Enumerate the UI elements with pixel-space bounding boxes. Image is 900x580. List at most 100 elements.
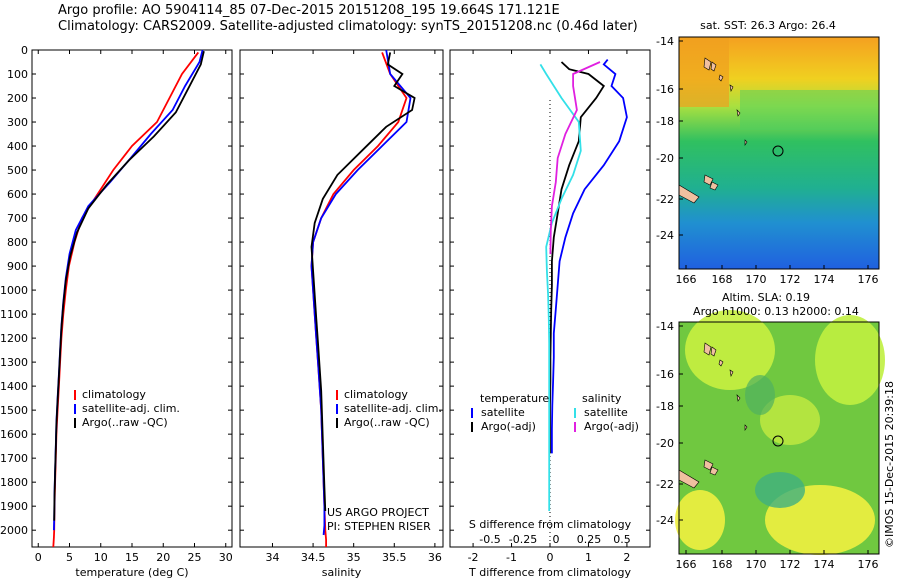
map-x-tick-label: 176 xyxy=(858,558,879,571)
chart-panel-0: 0100200300400500600700800900100011001200… xyxy=(0,44,233,579)
x-axis-label: temperature (deg C) xyxy=(75,566,188,579)
sla-map xyxy=(675,310,885,555)
x-tick-label: -2 xyxy=(468,551,479,564)
map-y-tick-label: -14 xyxy=(656,35,674,48)
y-tick-label: 100 xyxy=(7,68,28,81)
series-line-salinity-satellite xyxy=(539,63,582,511)
y-tick-label: 300 xyxy=(7,116,28,129)
sst-map-title: sat. SST: 26.3 Argo: 26.4 xyxy=(700,19,836,32)
sst-warm-patch xyxy=(679,37,729,107)
x-tick-label: 30 xyxy=(219,551,233,564)
map-y-tick-label: -22 xyxy=(656,478,674,491)
s-tick-label: -0.5 xyxy=(479,533,500,546)
map-x-tick-label: 170 xyxy=(746,273,767,286)
y-tick-label: 2000 xyxy=(0,524,28,537)
y-tick-label: 1600 xyxy=(0,428,28,441)
map-x-tick-label: 166 xyxy=(676,273,697,286)
x-tick-label: 5 xyxy=(66,551,73,564)
y-tick-label: 1300 xyxy=(0,356,28,369)
y-tick-label: 700 xyxy=(7,212,28,225)
y-tick-label: 800 xyxy=(7,236,28,249)
series-line-salinity-argo-adj- xyxy=(549,61,601,255)
map-x-tick-label: 174 xyxy=(814,558,835,571)
legend-label: Argo(-adj) xyxy=(584,420,639,433)
x-tick-label: 1 xyxy=(585,551,592,564)
legend-label: satellite-adj. clim. xyxy=(82,402,180,415)
y-tick-label: 1100 xyxy=(0,308,28,321)
x-tick-label: 0 xyxy=(547,551,554,564)
map-y-tick-label: -18 xyxy=(656,115,674,128)
pi-annotation: US ARGO PROJECT xyxy=(327,506,429,519)
x-tick-label: 35 xyxy=(347,551,361,564)
map-y-tick-label: -22 xyxy=(656,193,674,206)
x-tick-label: -1 xyxy=(506,551,517,564)
x-tick-label: 20 xyxy=(156,551,170,564)
legend-title-salinity: salinity xyxy=(582,392,622,405)
sst-green-band xyxy=(740,90,879,130)
y-tick-label: 1200 xyxy=(0,332,28,345)
y-tick-label: 1800 xyxy=(0,476,28,489)
x-tick-label: 35.5 xyxy=(382,551,407,564)
x-tick-label: 34 xyxy=(265,551,279,564)
sla-map-title-1: Altim. SLA: 0.19 xyxy=(722,291,810,304)
x-tick-label: 36 xyxy=(428,551,442,564)
map-x-tick-label: 174 xyxy=(814,273,835,286)
plot-frame xyxy=(239,49,444,548)
x-tick-label: 25 xyxy=(188,551,202,564)
y-tick-label: 600 xyxy=(7,188,28,201)
legend-label: satellite xyxy=(584,406,628,419)
map-y-tick-label: -20 xyxy=(656,152,674,165)
s-tick-label: -0.25 xyxy=(509,533,537,546)
x-tick-label: 10 xyxy=(94,551,108,564)
series-line-argo-raw-qc- xyxy=(310,52,416,512)
legend-label: climatology xyxy=(344,388,408,401)
argo-location-marker-bottom xyxy=(772,435,784,447)
x-tick-label: 2 xyxy=(623,551,630,564)
credit-text: ©IMOS 15-Dec-2015 20:39:18 xyxy=(883,381,896,548)
series-line-temperature-satellite xyxy=(551,59,628,454)
y-tick-label: 1700 xyxy=(0,452,28,465)
map-x-tick-label: 166 xyxy=(676,558,697,571)
x-axis-label: T difference from climatology xyxy=(468,566,631,579)
map-x-tick-label: 172 xyxy=(780,558,801,571)
legend-label: satellite-adj. clim. xyxy=(344,402,442,415)
x-tick-label: 15 xyxy=(125,551,139,564)
map-y-tick-label: -24 xyxy=(656,514,674,527)
y-tick-label: 900 xyxy=(7,260,28,273)
legend-label: climatology xyxy=(82,388,146,401)
map-y-tick-label: -24 xyxy=(656,229,674,242)
x-tick-label: 34.5 xyxy=(301,551,326,564)
page-title-line1: Argo profile: AO 5904114_85 07-Dec-2015 … xyxy=(58,3,560,18)
y-tick-label: 200 xyxy=(7,92,28,105)
series-line-temperature-argo-adj- xyxy=(549,61,605,454)
x-axis-label: salinity xyxy=(322,566,362,579)
series-line-argo-raw-qc- xyxy=(53,50,205,521)
map-x-tick-label: 170 xyxy=(746,558,767,571)
y-tick-label: 0 xyxy=(21,44,28,57)
sst-map xyxy=(678,36,880,270)
legend-label: Argo(..raw -QC) xyxy=(344,416,430,429)
y-tick-label: 400 xyxy=(7,140,28,153)
legend-title-temperature: temperature xyxy=(480,392,549,405)
x-tick-label: 0 xyxy=(35,551,42,564)
map-y-tick-label: -14 xyxy=(656,320,674,333)
s-tick-label: 0.25 xyxy=(577,533,602,546)
s-tick-label: 0.5 xyxy=(613,533,631,546)
map-y-tick-label: -18 xyxy=(656,400,674,413)
page-title-line2: Climatology: CARS2009. Satellite-adjuste… xyxy=(58,19,638,34)
argo-location-marker-top xyxy=(772,145,784,157)
plot-frame xyxy=(31,49,233,548)
sla-map-title-2: Argo h1000: 0.13 h2000: 0.14 xyxy=(693,305,859,318)
map-x-tick-label: 172 xyxy=(780,273,801,286)
s-tick-label: 0 xyxy=(553,533,560,546)
legend-label: Argo(..raw -QC) xyxy=(82,416,168,429)
y-tick-label: 1000 xyxy=(0,284,28,297)
pi-annotation: PI: STEPHEN RISER xyxy=(327,520,431,533)
map-y-tick-label: -16 xyxy=(656,368,674,381)
legend-label: Argo(-adj) xyxy=(481,420,536,433)
y-tick-label: 1500 xyxy=(0,404,28,417)
map-x-tick-label: 168 xyxy=(712,273,733,286)
map-y-tick-label: -16 xyxy=(656,83,674,96)
y-tick-label: 1400 xyxy=(0,380,28,393)
